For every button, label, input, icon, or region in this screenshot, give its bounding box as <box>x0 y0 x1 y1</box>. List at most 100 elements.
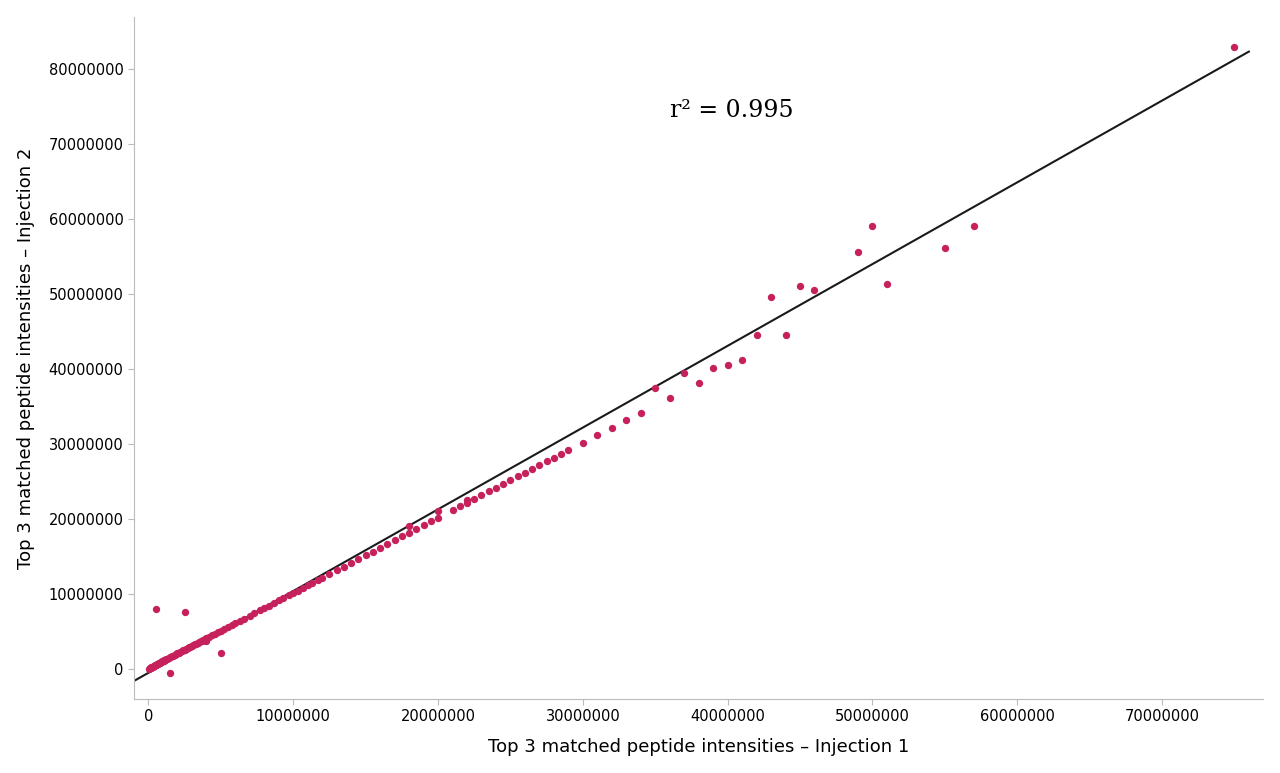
Point <box>205 628 225 640</box>
Point <box>934 242 955 254</box>
Point <box>340 557 361 569</box>
Point <box>326 564 347 577</box>
Point <box>180 641 201 653</box>
Point <box>507 470 527 482</box>
Point <box>198 631 219 643</box>
Point <box>148 657 169 669</box>
Point <box>515 466 535 478</box>
Point <box>863 220 883 232</box>
Point <box>191 635 211 648</box>
Point <box>184 638 205 651</box>
Point <box>218 621 238 633</box>
Point <box>776 329 796 341</box>
Y-axis label: Top 3 matched peptide intensities – Injection 2: Top 3 matched peptide intensities – Inje… <box>17 147 35 568</box>
Point <box>234 612 255 625</box>
Point <box>443 504 463 516</box>
Point <box>334 560 355 573</box>
Point <box>160 651 180 663</box>
Point <box>169 646 189 659</box>
Point <box>250 604 270 616</box>
Point <box>192 635 212 647</box>
Point <box>140 662 160 675</box>
Point <box>202 629 223 642</box>
Point <box>225 617 246 629</box>
Point <box>413 519 434 531</box>
Point <box>143 660 164 673</box>
Point <box>183 639 204 652</box>
Point <box>175 643 196 656</box>
Point <box>157 652 178 665</box>
Point <box>151 656 172 669</box>
Point <box>675 366 695 379</box>
Point <box>142 660 163 673</box>
Point <box>140 662 160 674</box>
Point <box>558 444 579 456</box>
Point <box>156 653 177 666</box>
Point <box>160 666 180 679</box>
Point <box>211 625 232 637</box>
Point <box>297 579 317 591</box>
Point <box>168 647 188 659</box>
Point <box>154 654 174 666</box>
Point <box>152 655 173 667</box>
Point <box>536 455 557 468</box>
Point <box>223 618 243 631</box>
Point <box>544 451 564 464</box>
Point <box>529 459 549 472</box>
Point <box>760 291 781 303</box>
Point <box>356 550 376 562</box>
Point <box>746 329 767 341</box>
Point <box>146 659 166 671</box>
Point <box>239 610 260 622</box>
Point <box>148 657 169 669</box>
Point <box>471 489 492 501</box>
Point <box>485 482 506 494</box>
Point <box>259 600 279 612</box>
Point <box>302 577 323 589</box>
Point <box>877 278 897 291</box>
Point <box>717 359 737 371</box>
Point <box>659 391 680 404</box>
Point <box>145 659 165 672</box>
Point <box>229 615 250 627</box>
Point <box>479 485 499 498</box>
Point <box>588 429 608 441</box>
Point <box>602 421 622 434</box>
Point <box>307 574 328 587</box>
Point <box>689 377 709 390</box>
Point <box>163 649 183 662</box>
Point <box>211 647 232 659</box>
Point <box>362 546 383 558</box>
Point <box>631 407 652 419</box>
Point <box>195 633 215 645</box>
Point <box>522 463 543 475</box>
Point <box>151 656 172 668</box>
Point <box>186 638 206 650</box>
Point <box>428 505 448 517</box>
Point <box>170 645 191 658</box>
Point <box>165 648 186 660</box>
Point <box>790 280 810 292</box>
Point <box>449 500 470 512</box>
Point <box>287 584 307 597</box>
Point <box>370 541 390 553</box>
Point <box>457 496 477 509</box>
Point <box>428 512 448 524</box>
Point <box>178 642 198 655</box>
Point <box>319 568 339 581</box>
Point <box>164 649 184 661</box>
Point <box>378 538 398 550</box>
Point <box>147 658 168 670</box>
Point <box>159 652 179 664</box>
Point <box>193 634 214 646</box>
Point <box>142 661 163 673</box>
Point <box>616 414 636 426</box>
Point <box>399 526 420 539</box>
Point <box>196 632 216 645</box>
Point <box>154 655 174 667</box>
Point <box>312 572 333 584</box>
Point <box>399 519 420 532</box>
Point <box>348 553 369 565</box>
Point <box>384 534 404 547</box>
Point <box>140 662 160 675</box>
